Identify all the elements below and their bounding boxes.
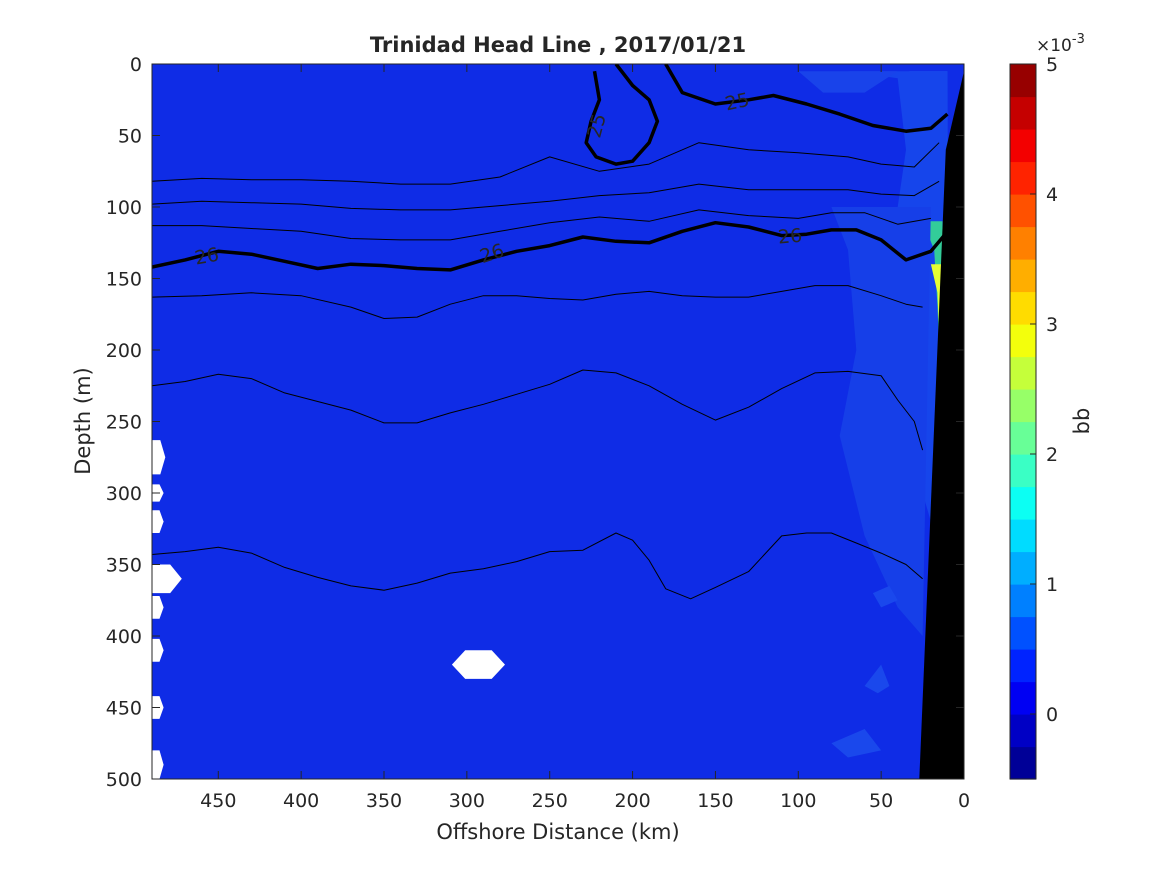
x-axis: 450 400 350 300 250 200 150 100 50 0 (200, 64, 970, 812)
no-data-patch-0 (451, 650, 505, 679)
no-data-patch-6 (152, 638, 164, 662)
colorbar-ticks: 0 1 2 3 4 5 (1030, 54, 1058, 726)
colorbar-swatch-10 (1010, 421, 1036, 455)
nearshore-feature-5 (765, 71, 898, 93)
colorbar-swatch-11 (1010, 389, 1036, 423)
contour-label-4: 26 (777, 225, 803, 249)
colorbar-swatch-1 (1010, 714, 1036, 748)
colorbar-swatch-8 (1010, 486, 1036, 520)
y-tick-label-1: 50 (118, 126, 142, 148)
colorbar-swatch-12 (1010, 356, 1036, 390)
colorbar-swatch-9 (1010, 454, 1036, 488)
no-data-patch-8 (152, 750, 164, 779)
colorbar-tick-label-0: 0 (1046, 704, 1058, 726)
contour-line-4 (152, 180, 940, 211)
colorbar-tick-label-3: 3 (1046, 314, 1058, 336)
colorbar-tick-label-4: 4 (1046, 184, 1058, 206)
x-tick-label-0: 450 (200, 790, 236, 812)
no-data-patch-5 (152, 596, 164, 619)
colorbar-swatch-15 (1010, 259, 1036, 293)
nearshore-feature-8 (872, 585, 898, 608)
density-contours (152, 64, 949, 600)
colorbar-swatch-16 (1010, 226, 1036, 260)
contour-label-2: 26 (193, 244, 221, 270)
colorbar-swatch-21 (1010, 64, 1036, 98)
colorbar-swatch-7 (1010, 519, 1036, 553)
contour-line-8 (152, 532, 923, 600)
contour-label-1: 25 (723, 89, 751, 116)
colorbar-tick-label-1: 1 (1046, 574, 1058, 596)
contour-line-2 (152, 220, 946, 272)
colorbar-swatch-6 (1010, 551, 1036, 585)
x-tick-label-1: 400 (283, 790, 319, 812)
colorbar-swatch-4 (1010, 616, 1036, 650)
colorbar-label: bb (1070, 408, 1094, 435)
bathymetry-layer (919, 71, 964, 779)
y-axis-label: Depth (m) (71, 367, 95, 474)
y-tick-label-7: 350 (106, 555, 142, 577)
x-tick-label-4: 250 (532, 790, 568, 812)
x-tick-label-7: 100 (780, 790, 816, 812)
x-axis-label: Offshore Distance (km) (436, 820, 679, 844)
colorbar-swatch-2 (1010, 681, 1036, 715)
colorbar-swatch-5 (1010, 584, 1036, 618)
y-tick-label-2: 100 (106, 197, 142, 219)
contour-line-7 (152, 369, 924, 451)
y-axis: 0 50 100 150 200 250 300 350 400 450 500 (106, 54, 964, 791)
x-tick-label-9: 0 (958, 790, 970, 812)
nearshore-feature-4 (831, 207, 931, 636)
colorbar-exponent-base: ×10 (1036, 36, 1072, 56)
colorbar-swatch-19 (1010, 129, 1036, 163)
contour-line-3 (152, 142, 940, 185)
contour-line-5 (152, 209, 931, 241)
no-data-patch-3 (152, 510, 164, 533)
contour-line-1 (664, 64, 949, 133)
nearshore-feature-6 (864, 664, 890, 694)
y-tick-label-6: 300 (106, 483, 142, 505)
colorbar-swatch-20 (1010, 96, 1036, 130)
y-tick-label-8: 400 (106, 626, 142, 648)
colorbar-swatch-13 (1010, 324, 1036, 358)
nearshore-feature-2 (922, 221, 943, 350)
x-tick-label-8: 50 (869, 790, 893, 812)
y-tick-label-5: 250 (106, 412, 142, 434)
colorbar: 0 1 2 3 4 5 ×10-3 bb (1009, 32, 1094, 780)
colorbar-exponent-power: -3 (1072, 32, 1085, 47)
y-tick-label-3: 150 (106, 269, 142, 291)
x-tick-label-6: 150 (697, 790, 733, 812)
colorbar-tick-label-5: 5 (1046, 54, 1058, 76)
colorbar-swatch-17 (1010, 194, 1036, 228)
x-tick-label-5: 200 (614, 790, 650, 812)
colorbar-swatch-0 (1010, 746, 1036, 780)
colorbar-exponent: ×10-3 (1036, 32, 1085, 56)
plot-background (152, 64, 964, 779)
colorbar-frame (1009, 63, 1037, 780)
contour-line-6 (152, 285, 923, 319)
colorbar-swatches (1010, 64, 1036, 780)
colorbar-swatch-18 (1010, 161, 1036, 195)
nearshore-field-layer (765, 71, 948, 758)
y-tick-label-9: 450 (106, 698, 142, 720)
x-tick-label-2: 350 (366, 790, 402, 812)
x-tick-label-3: 300 (449, 790, 485, 812)
y-tick-label-10: 500 (106, 769, 142, 791)
bathymetry-fill (919, 71, 964, 779)
contour-line-0 (584, 64, 660, 166)
colorbar-swatch-3 (1010, 649, 1036, 683)
no-data-patch-1 (152, 440, 166, 475)
no-data-patch-4 (152, 564, 182, 594)
colorbar-tick-label-2: 2 (1046, 444, 1058, 466)
nearshore-feature-7 (831, 729, 882, 758)
chart-title: Trinidad Head Line , 2017/01/21 (370, 33, 746, 57)
y-tick-label-0: 0 (130, 54, 142, 76)
y-tick-label-4: 200 (106, 340, 142, 362)
colorbar-swatch-14 (1010, 291, 1036, 325)
